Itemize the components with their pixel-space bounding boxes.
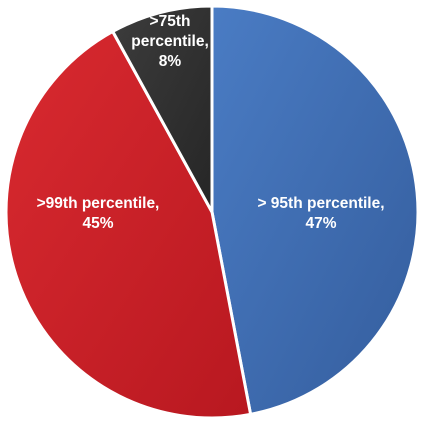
slice-value-label: 8% [159,53,182,70]
slice-value-label: 45% [82,215,113,232]
pie-slice-2 [111,4,214,214]
slice-text-line: >99th percentile, [37,195,160,212]
slice-label-2: >75th percentile, 8% [131,13,209,70]
pie-slice-0 [210,4,420,416]
pie-slices [4,4,420,420]
slice-label-1: >99th percentile, 45% [37,195,160,232]
slice-text-line: percentile, [131,33,209,50]
slice-text-line: >75th [150,13,191,30]
slice-label-0: > 95th percentile, 47% [257,195,384,232]
pie-slice-1 [4,29,253,420]
slice-value-label: 47% [305,215,336,232]
pie-labels: > 95th percentile, 47% >99th percentile, 45… [37,13,385,232]
slice-text-line: > 95th percentile, [257,195,384,212]
